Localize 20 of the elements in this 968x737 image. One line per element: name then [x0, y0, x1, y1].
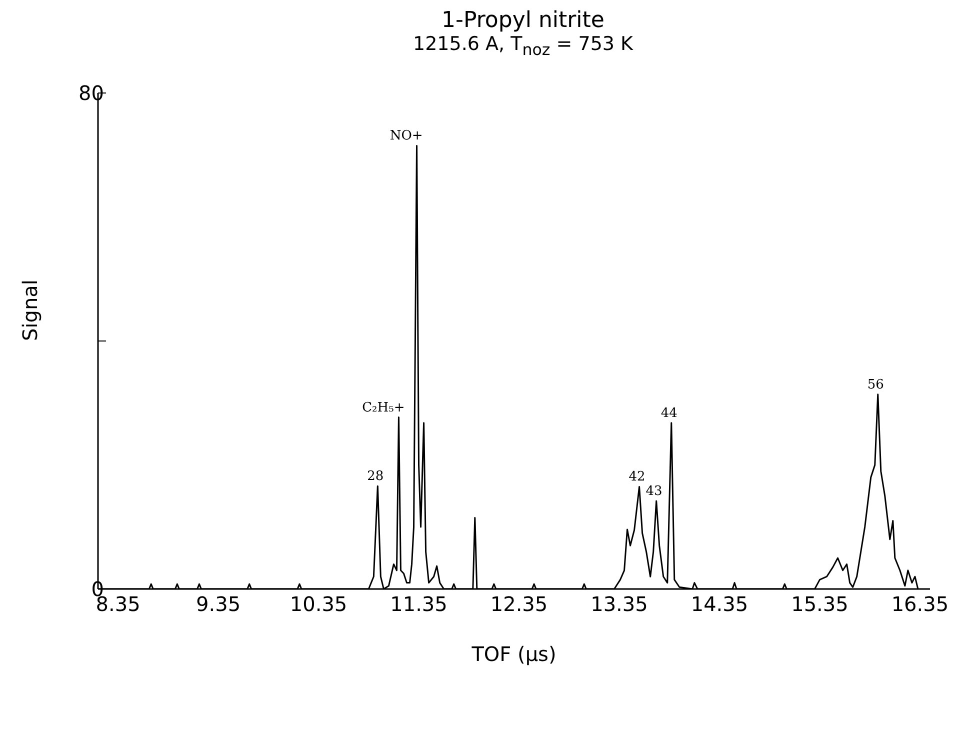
annotation: 44	[660, 406, 678, 421]
annotation: 56	[867, 377, 884, 392]
annotation: NO+	[390, 128, 423, 144]
annotation: 43	[646, 484, 662, 499]
x-tick-label: 9.35	[196, 592, 241, 616]
x-tick-label: 12.35	[490, 592, 548, 616]
x-tick-label: 14.35	[690, 592, 748, 616]
x-tick-label: 13.35	[590, 592, 648, 616]
y-axis-title: Signal	[18, 279, 42, 341]
x-tick-label: 10.35	[290, 592, 348, 616]
annotation: 28	[367, 468, 384, 484]
x-axis-title: TOF (μs)	[470, 642, 556, 666]
x-tick-label: 16.35	[891, 592, 949, 616]
chart-subtitle: 1215.6 A, T$_{noz}$ = 753 K	[412, 33, 634, 59]
chart-title: 1-Propyl nitrite	[440, 8, 606, 33]
x-tick-label: 11.35	[390, 592, 448, 616]
x-tick-label: 15.35	[791, 592, 848, 616]
annotation: 42	[628, 469, 646, 484]
annotation: C₂H₅+	[362, 400, 405, 416]
y-tick-label: 80	[78, 80, 104, 105]
